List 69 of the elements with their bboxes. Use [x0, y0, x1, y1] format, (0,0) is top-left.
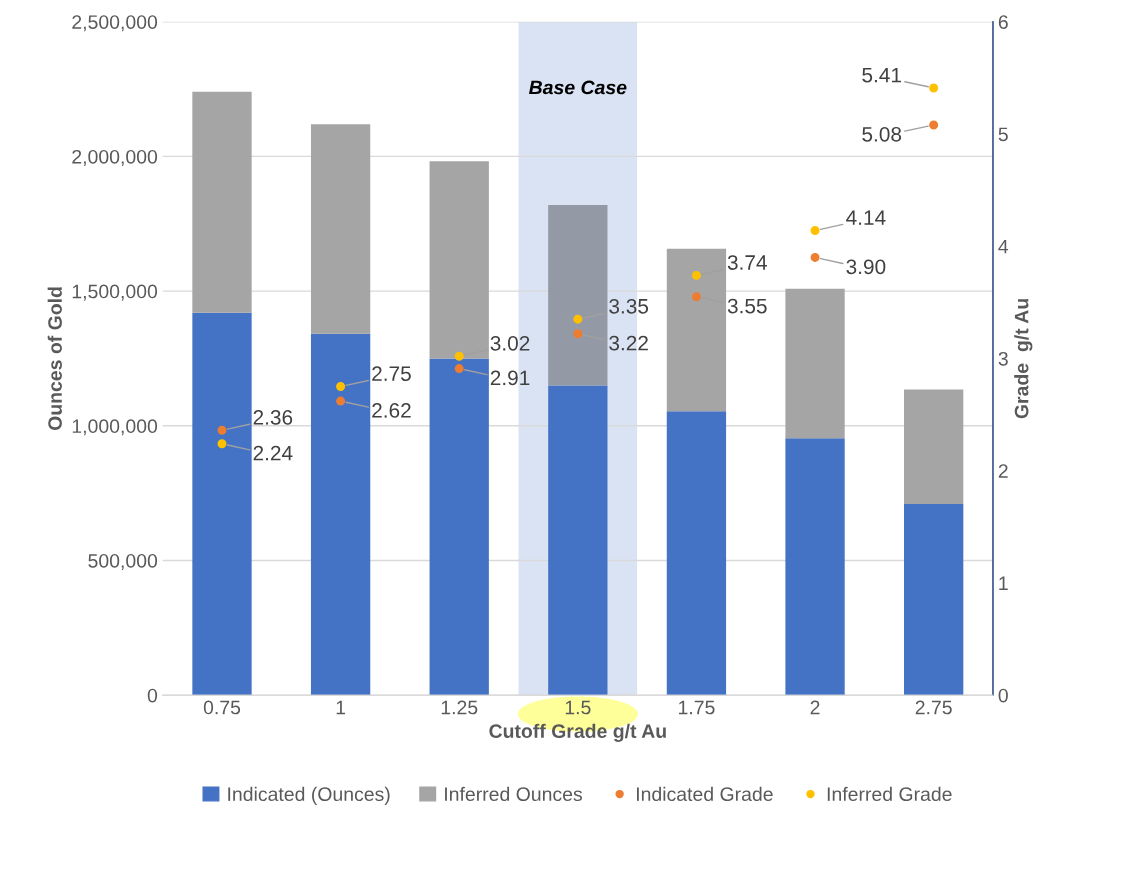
bar	[666, 248, 727, 412]
band-label: Base Case	[528, 80, 627, 95]
data-label: 2.75	[372, 366, 411, 382]
point	[810, 252, 820, 262]
x-tick-label: 1.75	[679, 700, 715, 715]
data-label: 2.62	[372, 403, 411, 418]
x-tick-label: 2	[810, 700, 820, 715]
data-label: 2.36	[253, 410, 293, 425]
data-label: 5.41	[862, 67, 901, 83]
data-label: 3.90	[846, 259, 886, 275]
data-label: 3.02	[490, 335, 530, 351]
bar	[310, 124, 371, 334]
point	[691, 292, 701, 302]
x-tick-label: 1.25	[441, 700, 478, 715]
point	[929, 120, 939, 130]
point	[810, 226, 820, 236]
y2-tick-label: 0	[998, 688, 1008, 703]
data-label: 4.14	[846, 210, 886, 225]
bar	[192, 91, 252, 313]
y-tick-label: 2,500,000	[72, 15, 158, 32]
point	[573, 329, 583, 339]
x-tick-label: 2.75	[915, 700, 952, 715]
y-tick-label: 1,000,000	[72, 419, 158, 436]
y-tick-label: 500,000	[88, 553, 158, 571]
y2-tick-label: 5	[998, 127, 1008, 142]
legend-label: Indicated (Ounces)	[228, 786, 390, 805]
bar	[429, 161, 489, 359]
data-label: 3.74	[727, 255, 767, 270]
bar	[904, 389, 964, 504]
y2-tick-label: 1	[999, 576, 1008, 590]
y-tick-label: 0	[147, 688, 158, 703]
point	[217, 439, 227, 449]
x-tick-label: 0.75	[203, 700, 241, 715]
bar	[666, 411, 727, 696]
x-tick-label: 1	[336, 700, 346, 715]
legend-label: Inferred Ounces	[445, 786, 582, 802]
data-label: 3.22	[609, 335, 648, 351]
point	[454, 351, 464, 361]
point	[573, 314, 583, 324]
legend-label: Indicated Grade	[636, 786, 773, 802]
legend-label: Inferred Grade	[827, 786, 952, 802]
y-axis-title: Ounces of Gold	[47, 287, 62, 431]
data-label: 2.91	[490, 370, 530, 386]
y2-axis-title: Grade g/t Au	[1014, 299, 1033, 419]
data-label: 3.35	[609, 298, 649, 314]
bar	[192, 312, 252, 696]
point	[929, 83, 939, 93]
y-tick-label: 2,000,000	[72, 149, 158, 166]
point	[336, 396, 346, 406]
data-label: 3.55	[727, 298, 767, 314]
bar	[548, 204, 608, 386]
y2-tick-label: 2	[998, 464, 1008, 478]
point	[217, 425, 227, 435]
point	[691, 270, 701, 280]
bar	[785, 438, 845, 696]
point	[336, 382, 346, 392]
y2-tick-label: 6	[998, 15, 1008, 29]
bar	[310, 333, 371, 696]
y2-tick-label: 3	[998, 351, 1008, 366]
x-axis-title: Cutoff Grade g/t Au	[489, 723, 666, 742]
bar	[785, 288, 845, 439]
x-tick-label: 1.5	[565, 700, 591, 715]
point	[454, 364, 464, 374]
y2-tick-label: 4	[998, 239, 1009, 254]
bar	[904, 503, 964, 696]
data-label: 2.24	[253, 445, 293, 461]
bar	[429, 358, 489, 696]
data-label: 5.08	[862, 126, 902, 142]
y-tick-label: 1,500,000	[72, 284, 158, 301]
